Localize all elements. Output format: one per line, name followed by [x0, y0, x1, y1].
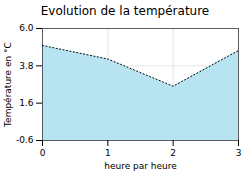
svg-text:3: 3: [236, 148, 242, 158]
svg-text:0: 0: [40, 148, 46, 158]
html-text:Evolution de la température: Evolution de la température: [40, 4, 210, 18]
svg-text:1: 1: [105, 148, 111, 158]
svg-text:3.8: 3.8: [19, 61, 34, 71]
svg-text:2: 2: [170, 148, 176, 158]
svg-text:1.6: 1.6: [19, 98, 34, 108]
svg-text:-0.6: -0.6: [16, 135, 34, 145]
svg-text:Température en °C: Température en °C: [3, 42, 13, 128]
svg-text:6.0: 6.0: [19, 23, 34, 33]
svg-text:heure par heure: heure par heure: [104, 161, 177, 171]
